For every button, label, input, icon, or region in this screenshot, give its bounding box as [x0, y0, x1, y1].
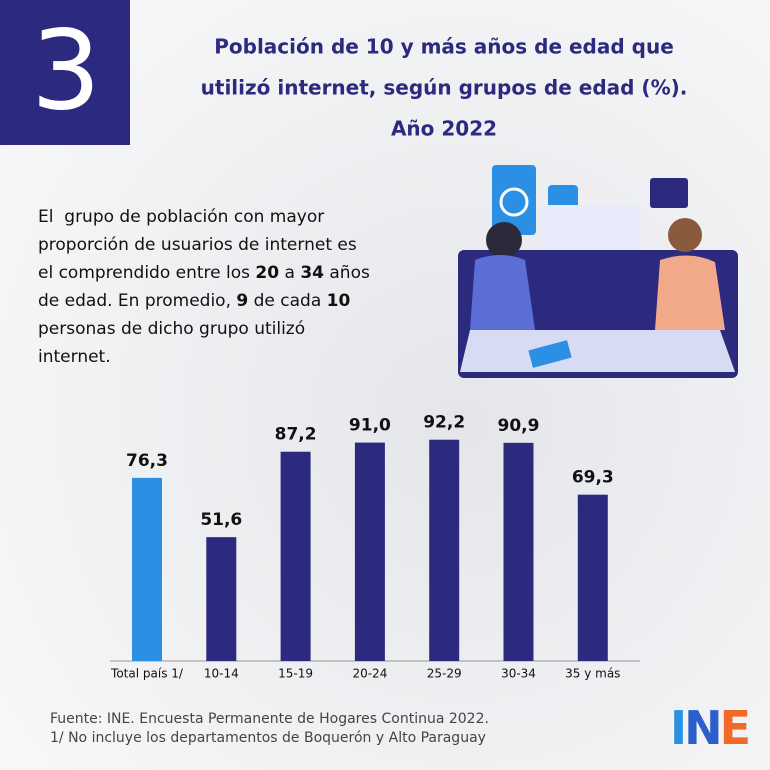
intro-text: El grupo de población con mayor proporció…	[38, 207, 370, 367]
source-line: 1/ No incluye los departamentos de Boque…	[50, 730, 486, 746]
intro-segment: de cada	[248, 291, 326, 311]
bar	[354, 442, 385, 661]
bar	[577, 494, 608, 661]
value-label: 91,0	[349, 416, 391, 436]
intro-highlight: 9	[236, 291, 248, 311]
intro-line: de edad. En promedio, 9 de cada 10	[38, 291, 351, 311]
intro-segment: El grupo de población con mayor	[38, 207, 324, 227]
bar	[503, 442, 534, 661]
intro-segment: el comprendido entre los	[38, 263, 255, 283]
intro-line: proporción de usuarios de internet es	[38, 235, 357, 255]
title-line: utilizó internet, según grupos de edad (…	[201, 76, 688, 100]
bar	[429, 439, 460, 661]
intro-line: el comprendido entre los 20 a 34 años	[38, 263, 370, 283]
value-label: 51,6	[200, 510, 242, 530]
intro-segment: a	[279, 263, 300, 283]
bar	[206, 537, 237, 661]
value-label: 87,2	[275, 425, 317, 445]
badge-box	[0, 0, 130, 145]
intro-line: personas de dicho grupo utilizó	[38, 319, 305, 339]
bar-chart: 76,3 Total país 1/51,6 10-14 87,2 15-19 91,0 2…	[110, 413, 620, 681]
value-label: 76,3	[126, 451, 168, 471]
bar	[280, 451, 311, 661]
intro-highlight: 20	[255, 263, 279, 283]
intro-segment: de edad. En promedio,	[38, 291, 236, 311]
bar	[132, 477, 162, 661]
x-tick-label: 25-29	[427, 667, 462, 681]
x-tick-label: 15-19	[278, 667, 313, 681]
logo: INE	[670, 701, 752, 755]
intro-segment: años	[324, 263, 370, 283]
intro-highlight: 34	[300, 263, 324, 283]
x-tick-label: 20-24	[352, 667, 387, 681]
intro-highlight: 10	[327, 291, 351, 311]
logo-text: INE	[670, 701, 749, 755]
intro-segment: personas de dicho grupo utilizó	[38, 319, 305, 339]
intro-segment: internet.	[38, 347, 111, 367]
x-tick-label: Total país 1/	[110, 667, 184, 681]
x-tick-label: 10-14	[204, 667, 239, 681]
source-line: Fuente: INE. Encuesta Permanente de Hoga…	[50, 711, 489, 727]
logo-letter: E	[720, 701, 749, 755]
value-label: 92,2	[423, 413, 465, 433]
logo-letter: N	[684, 701, 720, 755]
illustration	[458, 165, 738, 378]
value-label: 69,3	[572, 468, 614, 488]
badge-number: 3	[31, 6, 101, 134]
x-tick-label: 30-34	[501, 667, 536, 681]
title-line: Año 2022	[391, 117, 497, 141]
intro-line: El grupo de población con mayor	[38, 207, 324, 227]
title-line: Población de 10 y más años de edad que	[214, 35, 674, 59]
intro-segment: proporción de usuarios de internet es	[38, 235, 357, 255]
value-label: 90,9	[498, 416, 540, 436]
x-tick-label: 35 y más	[565, 667, 620, 681]
logo-letter: I	[670, 701, 684, 755]
intro-line: internet.	[38, 347, 111, 367]
